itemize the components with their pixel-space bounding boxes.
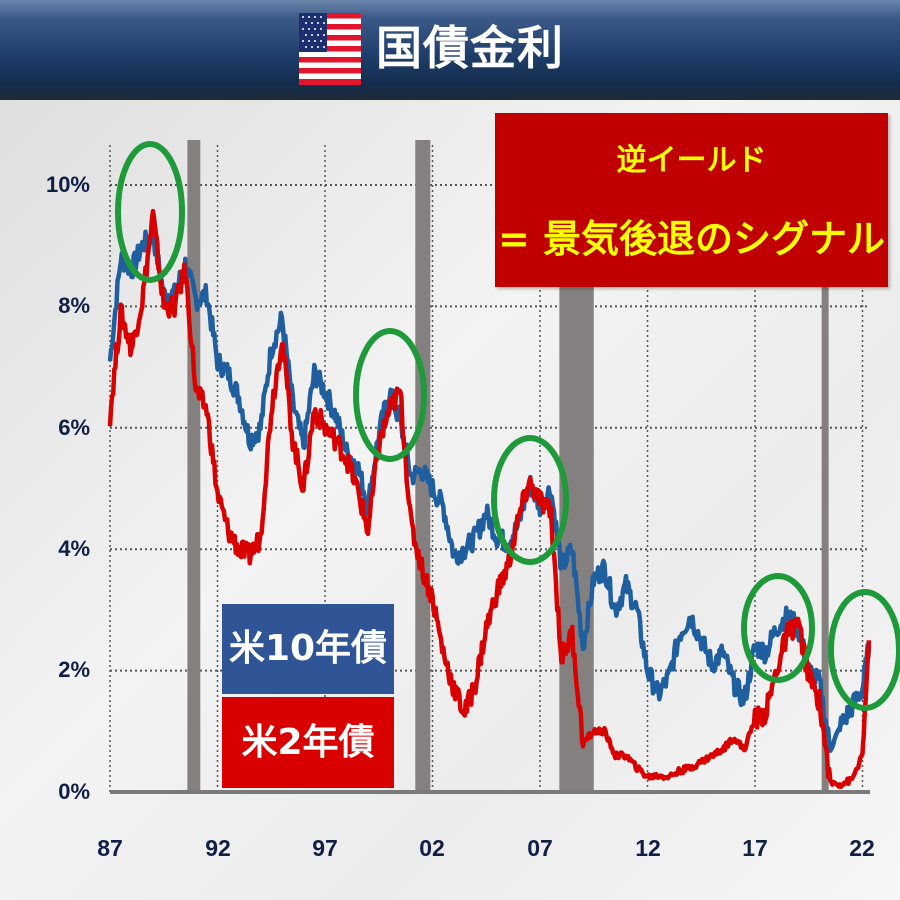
x-tick-17: 17	[742, 835, 768, 861]
legend-10y: 米10年債	[222, 604, 394, 694]
x-tick-87: 87	[97, 835, 123, 861]
line-10y	[107, 226, 872, 754]
us-flag-icon	[299, 13, 361, 85]
callout-line-2: = 景気後退のシグナル	[497, 217, 886, 261]
inversion-circle-icon	[491, 435, 569, 565]
callout-line-1: 逆イールド	[616, 143, 767, 178]
y-tick-10: 10%	[45, 172, 90, 197]
inverted-yield-callout: 逆イールド = 景気後退のシグナル	[495, 113, 888, 287]
legend-2y: 米2年債	[222, 697, 394, 788]
inversion-circle-icon	[115, 141, 185, 283]
line-2y	[107, 208, 872, 789]
y-tick-8: 8%	[58, 293, 90, 318]
x-tick-02: 02	[419, 835, 445, 861]
recession-band	[415, 140, 431, 792]
recession-band	[187, 140, 201, 792]
inversion-circle-icon	[828, 589, 900, 711]
inversion-circle-icon	[741, 573, 815, 683]
header-bar: 国債金利	[0, 0, 900, 100]
y-tick-4: 4%	[58, 536, 90, 561]
x-tick-07: 07	[527, 835, 553, 861]
y-tick-6: 6%	[58, 415, 90, 440]
inversion-circle-icon	[353, 328, 427, 462]
chart-lines	[107, 208, 872, 789]
y-tick-2: 2%	[58, 657, 90, 682]
x-tick-22: 22	[849, 835, 875, 861]
recession-band	[821, 140, 829, 792]
x-tick-97: 97	[312, 835, 338, 861]
inversion-circles	[115, 141, 900, 711]
x-tick-92: 92	[205, 835, 231, 861]
x-tick-12: 12	[635, 835, 661, 861]
x-axis-line	[110, 790, 870, 794]
page-title: 国債金利	[376, 21, 564, 75]
y-tick-0: 0%	[58, 779, 90, 804]
